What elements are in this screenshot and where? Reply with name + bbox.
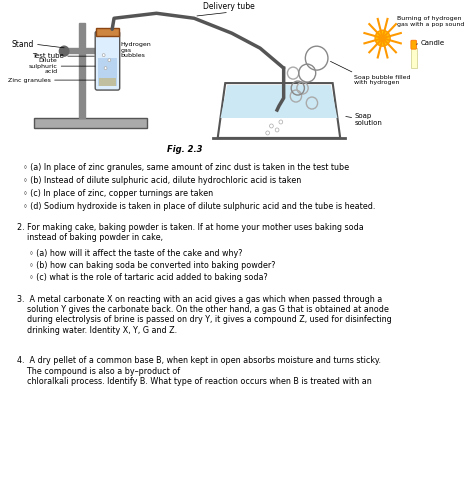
Bar xyxy=(79,23,85,118)
Polygon shape xyxy=(220,85,337,118)
FancyBboxPatch shape xyxy=(34,118,147,128)
Bar xyxy=(64,48,102,53)
Text: Hydrogen
gas
bubbles: Hydrogen gas bubbles xyxy=(121,42,151,58)
Circle shape xyxy=(59,46,69,56)
Circle shape xyxy=(266,131,270,135)
Text: Fig. 2.3: Fig. 2.3 xyxy=(167,145,202,154)
Circle shape xyxy=(375,30,390,46)
FancyBboxPatch shape xyxy=(99,78,116,86)
Bar xyxy=(411,48,417,68)
Text: ◦ (b) how can baking soda be converted into baking powder?: ◦ (b) how can baking soda be converted i… xyxy=(29,261,276,270)
Text: ◦ (a) In place of zinc granules, same amount of zinc dust is taken in the test t: ◦ (a) In place of zinc granules, same am… xyxy=(23,163,349,172)
Text: Test tube: Test tube xyxy=(32,53,64,59)
FancyBboxPatch shape xyxy=(96,28,119,36)
Circle shape xyxy=(279,120,283,124)
Text: ◦ (c) In place of zinc, copper turnings are taken: ◦ (c) In place of zinc, copper turnings … xyxy=(23,189,213,198)
Text: 4.  A dry pellet of a common base B, when kept in open absorbs moisture and turn: 4. A dry pellet of a common base B, when… xyxy=(17,356,381,386)
Text: ◦ (d) Sodium hydroxide is taken in place of dilute sulphuric acid and the tube i: ◦ (d) Sodium hydroxide is taken in place… xyxy=(23,202,375,211)
Text: Dilute
sulphuric
acid: Dilute sulphuric acid xyxy=(28,58,57,75)
Text: Soap bubble filled
with hydrogen: Soap bubble filled with hydrogen xyxy=(355,75,411,86)
Circle shape xyxy=(104,67,107,70)
Text: Delivery tube: Delivery tube xyxy=(203,2,255,11)
Circle shape xyxy=(275,128,279,132)
Text: Candle: Candle xyxy=(420,40,445,46)
FancyBboxPatch shape xyxy=(98,58,117,86)
FancyBboxPatch shape xyxy=(411,40,417,49)
Text: 2. For making cake, baking powder is taken. If at home your mother uses baking s: 2. For making cake, baking powder is tak… xyxy=(17,223,364,242)
Text: Burning of hydrogen
gas with a pop sound: Burning of hydrogen gas with a pop sound xyxy=(397,16,464,27)
Circle shape xyxy=(108,58,111,62)
Text: Stand: Stand xyxy=(11,39,34,49)
Text: 3.  A metal carbonate X on reacting with an acid gives a gas which when passed t: 3. A metal carbonate X on reacting with … xyxy=(17,295,392,335)
Circle shape xyxy=(102,54,105,56)
Text: ◦ (a) how will it affect the taste of the cake and why?: ◦ (a) how will it affect the taste of th… xyxy=(29,249,243,258)
Text: Soap
solution: Soap solution xyxy=(355,113,382,127)
Text: ◦ (b) Instead of dilute sulphuric acid, dilute hydrochloric acid is taken: ◦ (b) Instead of dilute sulphuric acid, … xyxy=(23,176,301,185)
Circle shape xyxy=(270,124,273,128)
Text: ◦ (c) what is the role of tartaric acid added to baking soda?: ◦ (c) what is the role of tartaric acid … xyxy=(29,273,268,281)
Text: Zinc granules: Zinc granules xyxy=(8,77,51,83)
FancyBboxPatch shape xyxy=(95,31,120,90)
